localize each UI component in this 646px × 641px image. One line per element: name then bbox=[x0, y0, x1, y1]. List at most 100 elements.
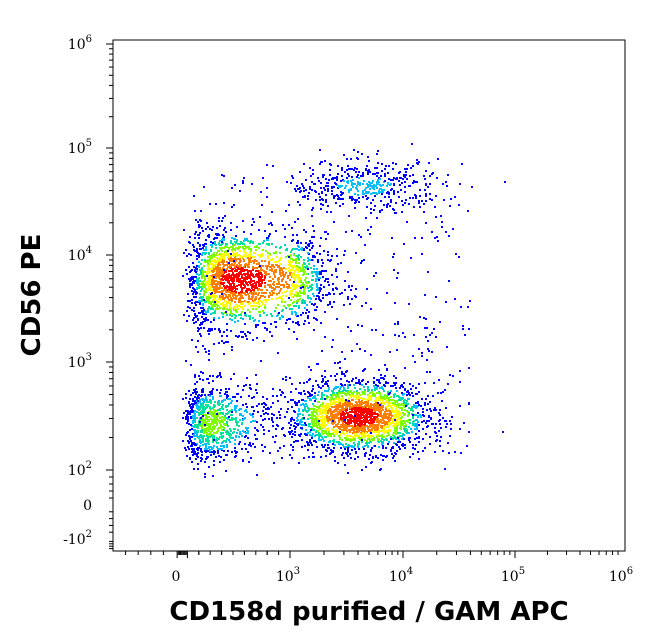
data-point bbox=[300, 242, 302, 244]
data-point bbox=[328, 284, 330, 286]
data-point bbox=[340, 425, 342, 427]
data-point bbox=[241, 280, 243, 282]
data-point bbox=[362, 172, 364, 174]
data-point bbox=[390, 399, 392, 401]
data-point bbox=[208, 266, 210, 268]
data-point bbox=[262, 249, 264, 251]
data-point bbox=[419, 189, 421, 191]
data-point bbox=[255, 249, 257, 251]
data-point bbox=[319, 428, 321, 430]
data-point bbox=[215, 286, 217, 288]
data-point bbox=[403, 426, 405, 428]
data-point bbox=[297, 274, 299, 276]
data-point bbox=[289, 433, 291, 435]
data-point bbox=[378, 190, 380, 192]
data-point bbox=[246, 406, 248, 408]
data-point bbox=[254, 427, 256, 429]
data-point bbox=[297, 413, 299, 415]
data-point bbox=[272, 395, 274, 397]
data-point bbox=[380, 410, 382, 412]
data-point bbox=[277, 314, 279, 316]
data-point bbox=[295, 258, 297, 260]
data-point bbox=[292, 234, 294, 236]
data-point bbox=[276, 286, 278, 288]
data-point bbox=[394, 400, 396, 402]
data-point bbox=[310, 298, 312, 300]
data-point bbox=[384, 430, 386, 432]
data-point bbox=[310, 289, 312, 291]
data-point bbox=[205, 291, 207, 293]
data-point bbox=[424, 178, 426, 180]
data-point bbox=[270, 406, 272, 408]
data-point bbox=[272, 388, 274, 390]
data-point bbox=[369, 410, 371, 412]
data-point bbox=[247, 432, 249, 434]
data-point bbox=[307, 317, 309, 319]
data-point bbox=[196, 273, 198, 275]
data-point bbox=[313, 265, 315, 267]
data-point bbox=[278, 281, 280, 283]
data-point bbox=[297, 323, 299, 325]
data-point bbox=[261, 280, 263, 282]
data-point bbox=[295, 322, 297, 324]
data-point bbox=[302, 403, 304, 405]
data-point bbox=[285, 322, 287, 324]
data-point bbox=[188, 253, 190, 255]
data-point bbox=[209, 282, 211, 284]
data-point bbox=[237, 273, 239, 275]
data-point bbox=[266, 267, 268, 269]
data-point bbox=[374, 417, 376, 419]
data-point bbox=[236, 288, 238, 290]
data-point bbox=[234, 301, 236, 303]
data-point bbox=[334, 460, 336, 462]
data-point bbox=[269, 269, 271, 271]
data-point bbox=[239, 258, 241, 260]
data-point bbox=[221, 335, 223, 337]
data-point bbox=[282, 224, 284, 226]
data-point bbox=[411, 392, 413, 394]
data-point bbox=[248, 248, 250, 250]
data-point bbox=[331, 433, 333, 435]
data-point bbox=[350, 422, 352, 424]
data-point bbox=[251, 287, 253, 289]
data-point bbox=[348, 429, 350, 431]
data-point bbox=[340, 400, 342, 402]
data-point bbox=[361, 398, 363, 400]
data-point bbox=[333, 441, 335, 443]
data-point bbox=[396, 390, 398, 392]
data-point bbox=[303, 269, 305, 271]
data-point bbox=[208, 289, 210, 291]
data-point bbox=[358, 379, 360, 381]
data-point bbox=[303, 273, 305, 275]
data-point bbox=[341, 169, 343, 171]
data-point bbox=[355, 422, 357, 424]
data-point bbox=[355, 398, 357, 400]
data-point bbox=[226, 246, 228, 248]
data-point bbox=[312, 245, 314, 247]
data-point bbox=[211, 296, 213, 298]
data-point bbox=[352, 186, 354, 188]
data-point bbox=[243, 277, 245, 279]
data-point bbox=[307, 418, 309, 420]
data-point bbox=[440, 427, 442, 429]
data-point bbox=[317, 295, 319, 297]
data-point bbox=[332, 339, 334, 341]
data-point bbox=[370, 354, 372, 356]
data-point bbox=[236, 255, 238, 257]
data-point bbox=[246, 269, 248, 271]
data-point bbox=[328, 179, 330, 181]
data-point bbox=[347, 391, 349, 393]
data-point bbox=[318, 432, 320, 434]
data-point bbox=[375, 185, 377, 187]
data-point bbox=[502, 431, 504, 433]
data-point bbox=[299, 382, 301, 384]
data-point bbox=[211, 266, 213, 268]
data-point bbox=[322, 409, 324, 411]
data-point bbox=[311, 415, 313, 417]
data-point bbox=[208, 359, 210, 361]
data-point bbox=[202, 311, 204, 313]
data-point bbox=[251, 298, 253, 300]
data-point bbox=[323, 440, 325, 442]
data-point bbox=[249, 275, 251, 277]
data-point bbox=[272, 165, 274, 167]
